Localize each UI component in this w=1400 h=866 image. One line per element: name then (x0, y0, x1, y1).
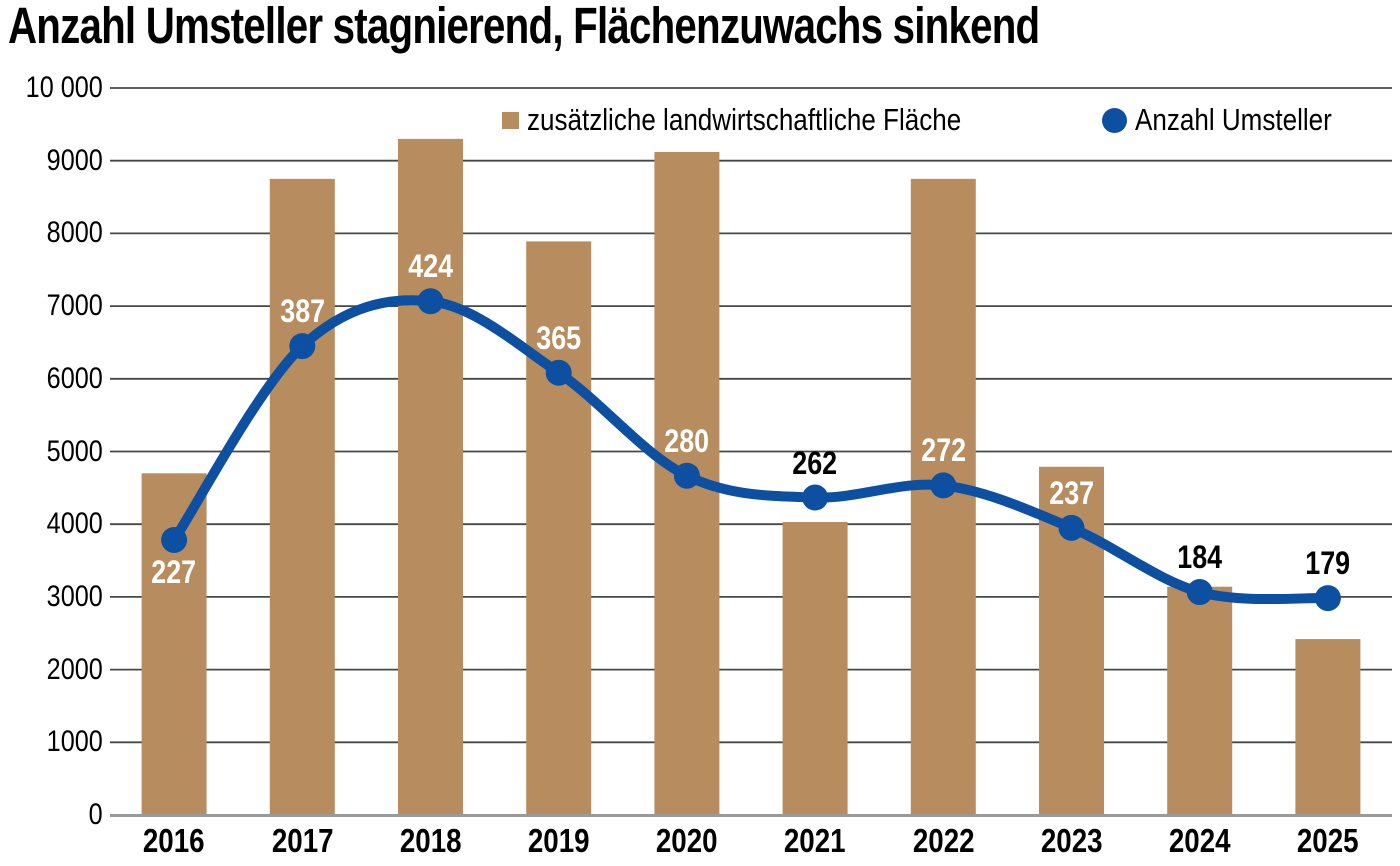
y-axis-tick-label-10000: 10 000 (0, 72, 103, 104)
label-text: 365 (536, 319, 582, 356)
label-text: 2021 (784, 822, 846, 859)
data-label-2024: 184 (1100, 538, 1300, 576)
bar-2019 (526, 241, 592, 816)
data-label-2022: 272 (843, 431, 1043, 469)
chart-title: Anzahl Umsteller stagnierend, Flächenzuw… (8, 0, 1040, 54)
x-axis-label-2025: 2025 (1228, 822, 1400, 860)
y-axis-tick-label-4000: 4000 (0, 508, 103, 540)
legend-square-flaeche-icon (502, 111, 519, 129)
bar-2017 (269, 178, 335, 815)
label-text: 2000 (46, 652, 103, 686)
data-point-2019 (545, 359, 572, 386)
label-text: 280 (664, 422, 710, 459)
x-axis-label-2017: 2017 (202, 822, 402, 860)
bar-2025 (1295, 639, 1361, 815)
label-text: 2019 (527, 822, 590, 859)
data-point-2016 (161, 526, 188, 553)
y-axis-tick-label-9000: 9000 (0, 143, 103, 177)
label-text: 2020 (656, 822, 718, 859)
data-point-2018 (417, 288, 444, 315)
label-text: 424 (408, 248, 453, 285)
y-axis-tick-label-2000: 2000 (0, 652, 103, 686)
label-text: 272 (920, 432, 966, 469)
label-text: 4000 (46, 507, 103, 541)
y-axis-tick-label-0: 0 (0, 799, 103, 831)
x-axis-label-2024: 2024 (1100, 822, 1300, 860)
label-text: 262 (792, 444, 838, 481)
label-text: 9000 (46, 143, 103, 177)
label-text: 2023 (1040, 822, 1103, 859)
y-axis-tick-label-1000: 1000 (0, 726, 103, 758)
x-axis-label-2023: 2023 (972, 822, 1172, 860)
data-label-2025: 179 (1228, 544, 1400, 582)
y-axis-tick-label-5000: 5000 (0, 434, 103, 468)
label-text: 7000 (46, 289, 103, 323)
bar-2021 (782, 522, 848, 815)
x-axis-label-2018: 2018 (331, 822, 531, 860)
y-axis-tick-label-7000: 7000 (0, 290, 103, 322)
data-point-2024 (1186, 579, 1213, 606)
label-text: 1000 (46, 725, 103, 759)
y-axis-tick-label-6000: 6000 (0, 361, 103, 395)
label-text: 184 (1177, 539, 1223, 576)
data-label-2017: 387 (202, 292, 402, 330)
label-text: 2016 (143, 822, 205, 859)
label-text: 2024 (1168, 822, 1231, 859)
data-point-2021 (802, 484, 829, 511)
label-text: 3000 (46, 579, 103, 613)
label-text: 2022 (912, 822, 975, 859)
data-label-2018: 424 (331, 247, 531, 285)
bar-2018 (398, 138, 463, 815)
label-text: 0 (88, 798, 103, 831)
x-axis-label-2021: 2021 (715, 822, 915, 860)
x-axis-label-2022: 2022 (843, 822, 1043, 860)
x-axis-label-2019: 2019 (459, 822, 659, 860)
legend-label-flaeche: zusätzliche landwirtschaftliche Fläche (527, 102, 962, 137)
data-point-2020 (673, 462, 700, 489)
data-point-2025 (1314, 585, 1341, 612)
legend-item-flaeche: zusätzliche landwirtschaftliche Fläche (502, 102, 1044, 138)
legend-dot-umsteller-icon (1102, 107, 1127, 133)
data-point-2023 (1058, 514, 1085, 541)
label-text: 2018 (399, 822, 462, 859)
label-text: 5000 (46, 434, 103, 468)
label-text: 2025 (1297, 822, 1359, 859)
data-label-2016: 227 (74, 553, 274, 591)
label-text: 10 000 (25, 71, 103, 104)
label-text: 237 (1049, 474, 1094, 511)
data-label-2020: 280 (587, 422, 787, 460)
y-axis-tick-label-8000: 8000 (0, 217, 103, 249)
data-label-2021: 262 (715, 444, 915, 482)
label-text: 387 (279, 293, 325, 330)
label-text: 227 (151, 553, 197, 590)
data-point-2022 (930, 472, 957, 499)
legend-label-umsteller: Anzahl Umsteller (1135, 102, 1332, 137)
bar-2016 (141, 473, 207, 815)
x-axis-label-2016: 2016 (74, 822, 274, 860)
label-text: 2017 (271, 822, 334, 859)
data-point-2017 (289, 333, 316, 360)
legend-item-umsteller: Anzahl Umsteller (1102, 102, 1369, 138)
y-axis-tick-label-3000: 3000 (0, 579, 103, 613)
line-series-path (169, 295, 1333, 605)
bar-2024 (1167, 586, 1233, 815)
label-text: 179 (1305, 545, 1351, 582)
data-label-2019: 365 (459, 319, 659, 357)
x-axis-label-2020: 2020 (587, 822, 787, 860)
data-label-2023: 237 (972, 474, 1172, 512)
label-text: 6000 (46, 361, 103, 395)
label-text: 8000 (46, 216, 103, 250)
